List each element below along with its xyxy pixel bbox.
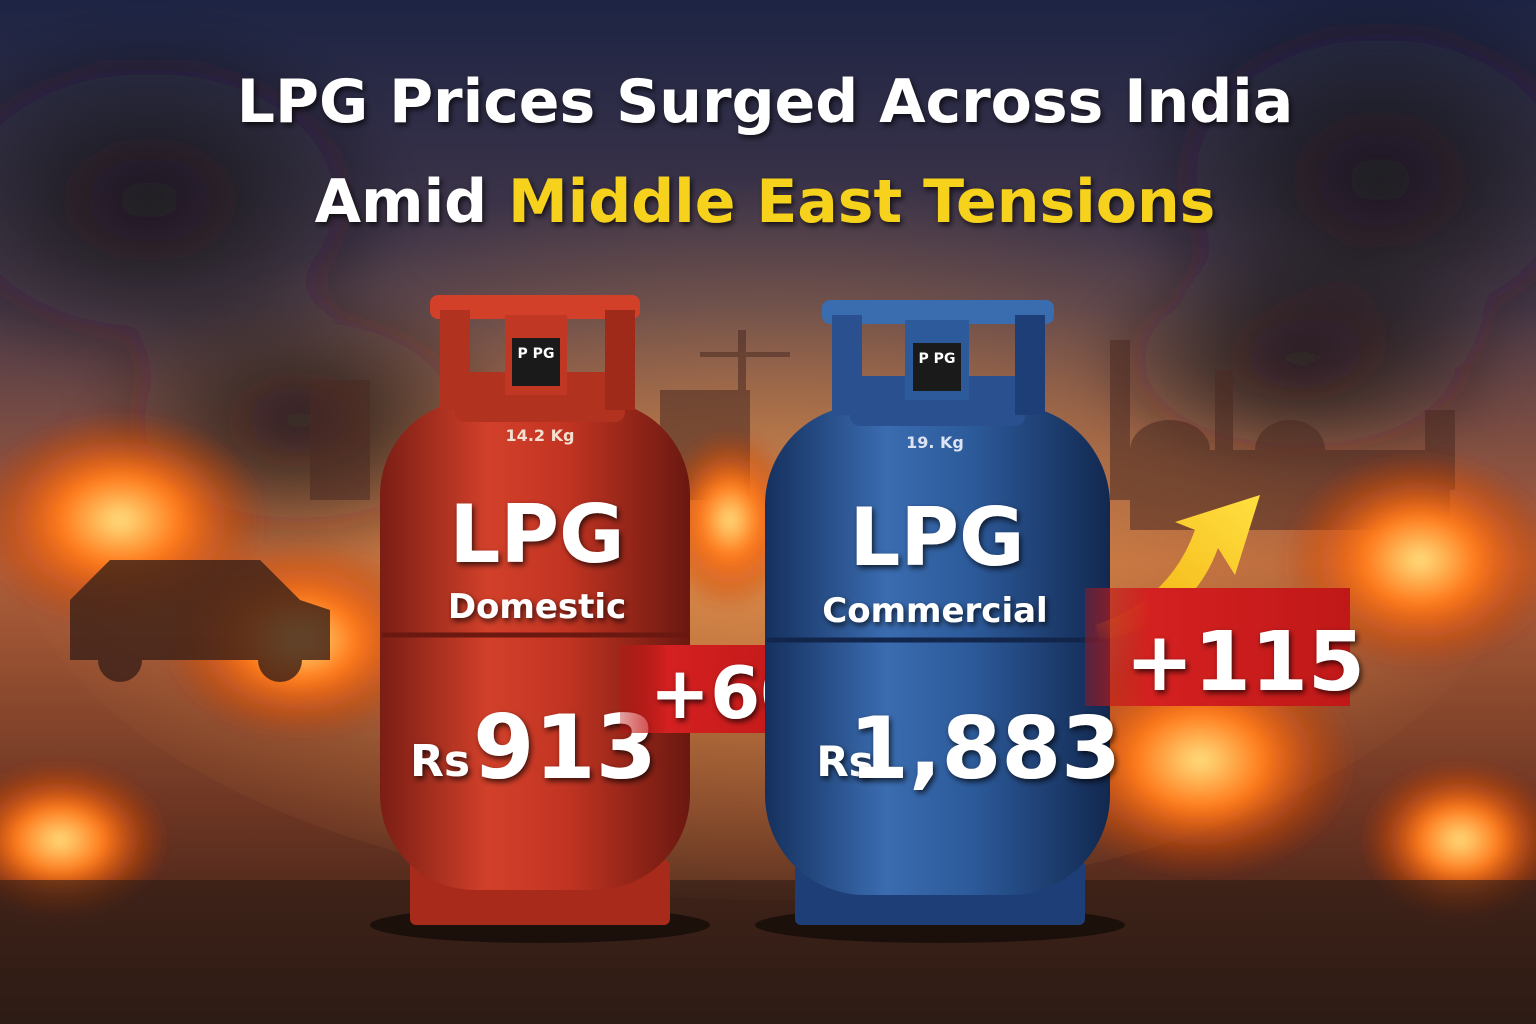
price: 1,883 <box>849 699 1121 799</box>
title: LPG Prices Surged Across India Amid Midd… <box>237 67 1294 237</box>
currency: Rs <box>410 736 470 787</box>
kind: Commercial <box>822 591 1047 631</box>
change: +115 <box>1125 615 1365 710</box>
label: LPG <box>449 488 624 581</box>
smoke <box>0 0 1536 560</box>
title-highlight: Middle East Tensions <box>508 167 1215 237</box>
kind: Domestic <box>448 587 626 627</box>
label: LPG <box>849 491 1024 584</box>
ground <box>0 880 1536 1024</box>
stamp: P PG <box>919 351 956 367</box>
title-lead: Amid <box>315 167 487 237</box>
change-badge <box>1085 588 1350 706</box>
skyline <box>310 330 1455 530</box>
title-line: Amid Middle East Tensions <box>315 167 1216 237</box>
cylinder-domestic: P PG 14.2 Kg LPG Domestic Rs 913 +60 <box>370 295 810 943</box>
burnt-car <box>70 560 330 682</box>
title-line: LPG Prices Surged Across India <box>237 67 1294 137</box>
stamp: P PG <box>518 346 555 362</box>
weight: 14.2 Kg <box>506 426 575 445</box>
currency: Rs <box>816 737 873 786</box>
cylinder-commercial: P PG 19. Kg LPG Commercial Rs 1,883 <box>755 300 1125 943</box>
up-arrow <box>1095 495 1260 640</box>
weight: 19. Kg <box>906 433 964 452</box>
